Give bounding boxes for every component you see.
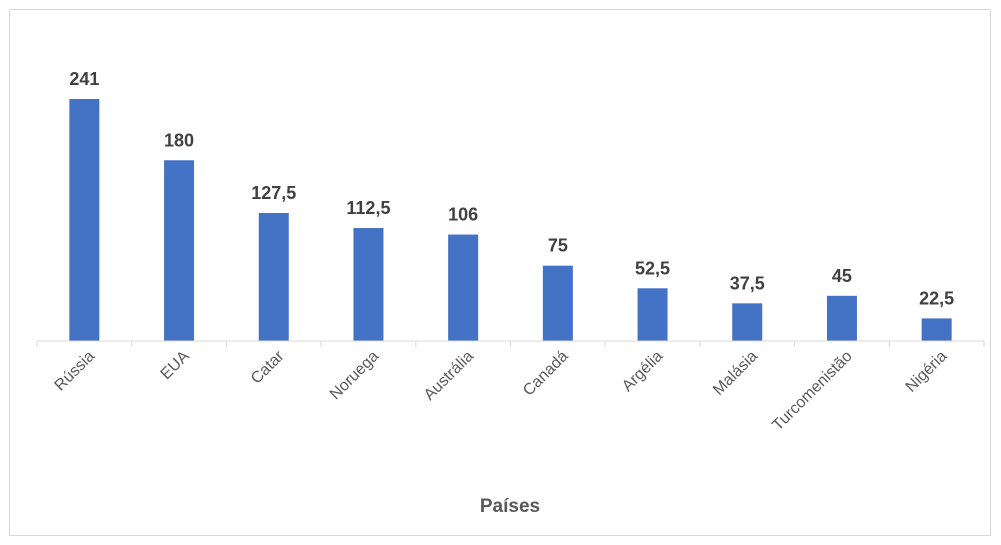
bar (921, 318, 952, 341)
data-label: 75 (548, 236, 568, 256)
data-label: 45 (832, 266, 852, 286)
bar (353, 228, 384, 341)
data-label: 241 (69, 69, 99, 89)
bar (826, 295, 857, 341)
x-tick-label: Noruega (327, 348, 383, 404)
data-label: 180 (164, 130, 194, 150)
x-tick-label: Canadá (520, 348, 572, 400)
x-axis-title: Países (480, 496, 540, 517)
x-tick-label: Turcomenistão (769, 348, 856, 435)
bar (258, 212, 289, 341)
value-labels-group: 241 180 127,5 112,5 106 75 52,5 37,5 45 22,5 (69, 69, 954, 308)
bars-group (69, 99, 952, 341)
data-label: 37,5 (730, 273, 765, 293)
bar (637, 288, 668, 341)
data-label: 127,5 (251, 183, 296, 203)
x-tick-label: Rússia (52, 348, 99, 395)
bar (69, 99, 100, 341)
x-tick-label: Austrália (421, 348, 477, 404)
x-tick-label: Argélia (619, 348, 666, 395)
data-label: 22,5 (919, 288, 954, 308)
data-label: 106 (448, 205, 478, 225)
x-tick-label: EUA (158, 348, 194, 384)
x-axis-ticks (36, 341, 985, 347)
data-label: 112,5 (346, 198, 390, 218)
x-tick-label: Catar (248, 347, 288, 387)
bar (542, 265, 573, 341)
bar (732, 303, 763, 341)
bar (164, 160, 195, 341)
x-tick-label: Malásia (710, 348, 761, 399)
x-tick-label: Nigéria (903, 348, 951, 396)
bar (448, 234, 479, 341)
data-label: 52,5 (635, 258, 670, 278)
x-axis-tick-labels: Rússia EUA Catar Noruega Austrália Canadá Argé… (52, 347, 951, 434)
